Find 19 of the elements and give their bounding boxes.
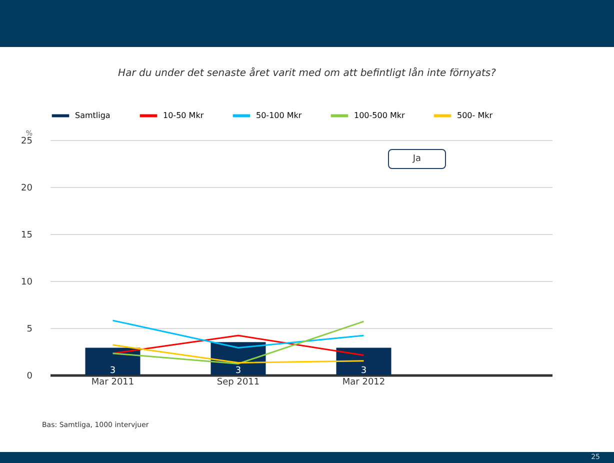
data-label: 3 — [235, 366, 242, 376]
data-label: 3 — [110, 366, 116, 376]
y-tick-label: 0 — [26, 372, 33, 382]
x-tick-label: Sep 2011 — [216, 378, 260, 388]
data-label: 3 — [360, 366, 367, 376]
legend-label: 100-500 Mkr — [354, 110, 406, 120]
chart-title: Har du under det senaste året varit med om att befintligt lån inte förnyats? — [117, 68, 497, 79]
label-box: Ja — [388, 149, 446, 169]
y-tick-label: 5 — [26, 324, 32, 334]
x-tick-label: Mar 2012 — [342, 378, 386, 388]
legend-label: 50-100 Mkr — [256, 110, 302, 120]
y-tick-label: 25 — [21, 136, 32, 146]
legend-label: 10-50 Mkr — [163, 110, 204, 120]
x-tick-label: Mar 2011 — [91, 378, 134, 388]
y-tick-label: 20 — [21, 184, 33, 194]
legend-label: Samtliga — [75, 110, 110, 120]
y-tick-label: 15 — [21, 230, 32, 240]
legend-label: 500- Mkr — [457, 110, 494, 120]
y-tick-label: 10 — [21, 278, 33, 288]
